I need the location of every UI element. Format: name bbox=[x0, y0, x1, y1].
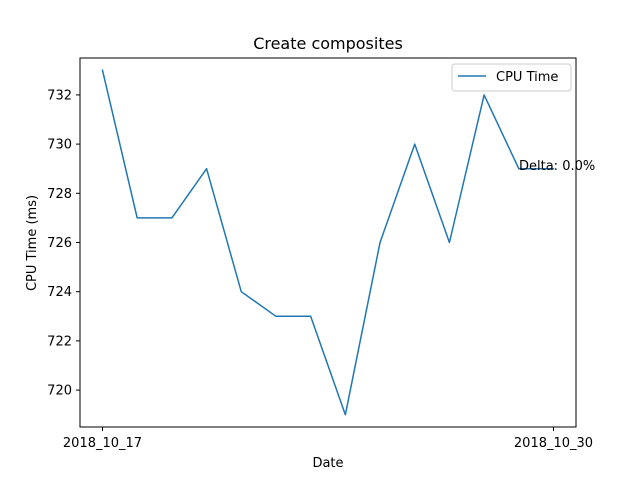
chart-title: Create composites bbox=[253, 34, 403, 53]
series-line-cpu-time bbox=[101, 69, 555, 416]
legend-box bbox=[451, 63, 572, 92]
plot-frame bbox=[79, 57, 577, 428]
y-tick-label: 728 bbox=[47, 187, 72, 202]
x-axis-label: Date bbox=[312, 456, 343, 471]
data-point bbox=[170, 216, 174, 220]
y-tick-label: 726 bbox=[47, 236, 72, 251]
y-axis-label: CPU Time (ms) bbox=[25, 195, 40, 291]
data-point bbox=[239, 290, 243, 294]
data-point bbox=[343, 413, 347, 417]
data-point bbox=[309, 314, 313, 318]
legend-label-cpu-time: CPU Time bbox=[496, 70, 558, 85]
data-point bbox=[482, 93, 486, 97]
legend: CPU Time bbox=[451, 63, 572, 92]
plot-area-background bbox=[80, 58, 576, 427]
x-tick-label: 2018_10_17 bbox=[63, 436, 142, 451]
data-point bbox=[135, 216, 139, 220]
y-axis-ticks: 720 722 724 726 728 730 732 bbox=[47, 88, 80, 399]
x-tick-label: 2018_10_30 bbox=[514, 436, 593, 451]
y-tick-label: 720 bbox=[47, 384, 72, 399]
y-tick-label: 732 bbox=[47, 88, 72, 103]
delta-annotation: Delta: 0.0% bbox=[519, 159, 595, 174]
data-point bbox=[378, 241, 382, 245]
data-point bbox=[447, 241, 451, 245]
y-tick-label: 722 bbox=[47, 334, 72, 349]
data-point bbox=[413, 142, 417, 146]
data-point bbox=[274, 314, 278, 318]
y-tick-label: 730 bbox=[47, 138, 72, 153]
x-axis-ticks: 2018_10_17 2018_10_30 bbox=[63, 427, 593, 451]
data-point bbox=[205, 167, 209, 171]
y-tick-label: 724 bbox=[47, 285, 72, 300]
data-point bbox=[101, 68, 105, 72]
